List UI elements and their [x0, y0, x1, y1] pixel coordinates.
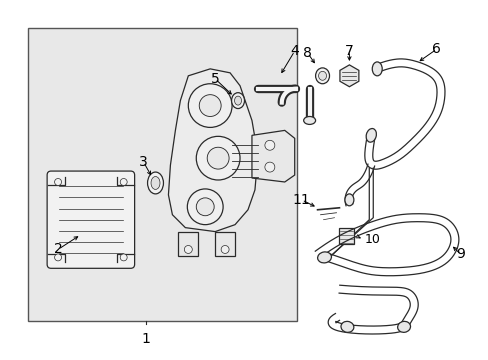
Polygon shape	[339, 228, 354, 244]
Bar	[215, 231, 235, 256]
Circle shape	[264, 162, 274, 172]
Text: 11: 11	[292, 193, 310, 207]
Ellipse shape	[303, 117, 315, 125]
Ellipse shape	[397, 321, 410, 332]
Text: 3: 3	[139, 155, 148, 169]
Ellipse shape	[318, 71, 326, 80]
Circle shape	[120, 179, 127, 185]
Text: 2: 2	[54, 242, 62, 256]
Bar	[28, 28, 296, 321]
Text: 10: 10	[364, 233, 379, 246]
Text: 6: 6	[431, 42, 441, 56]
FancyBboxPatch shape	[47, 171, 134, 268]
Circle shape	[264, 140, 274, 150]
Circle shape	[199, 95, 221, 117]
Circle shape	[184, 246, 192, 253]
Circle shape	[120, 254, 127, 261]
Text: 9: 9	[455, 247, 464, 261]
Text: 1: 1	[141, 332, 150, 346]
Ellipse shape	[315, 68, 329, 84]
Circle shape	[196, 136, 240, 180]
Circle shape	[196, 198, 214, 216]
Circle shape	[187, 189, 223, 225]
Text: 8: 8	[303, 46, 311, 60]
Ellipse shape	[151, 176, 160, 189]
Ellipse shape	[366, 129, 376, 142]
Ellipse shape	[234, 96, 241, 105]
Polygon shape	[251, 130, 294, 182]
Text: 7: 7	[345, 44, 353, 58]
Bar	[178, 231, 198, 256]
Circle shape	[188, 84, 232, 127]
Ellipse shape	[340, 321, 353, 332]
Ellipse shape	[344, 194, 353, 206]
Text: 5: 5	[210, 72, 219, 86]
Ellipse shape	[231, 93, 244, 109]
Polygon shape	[339, 65, 358, 87]
Circle shape	[221, 246, 228, 253]
Ellipse shape	[371, 62, 382, 76]
Circle shape	[55, 179, 61, 185]
Circle shape	[207, 147, 228, 169]
Ellipse shape	[147, 172, 163, 194]
Text: 4: 4	[290, 44, 299, 58]
Ellipse shape	[317, 252, 331, 263]
Circle shape	[55, 254, 61, 261]
Polygon shape	[168, 69, 257, 231]
